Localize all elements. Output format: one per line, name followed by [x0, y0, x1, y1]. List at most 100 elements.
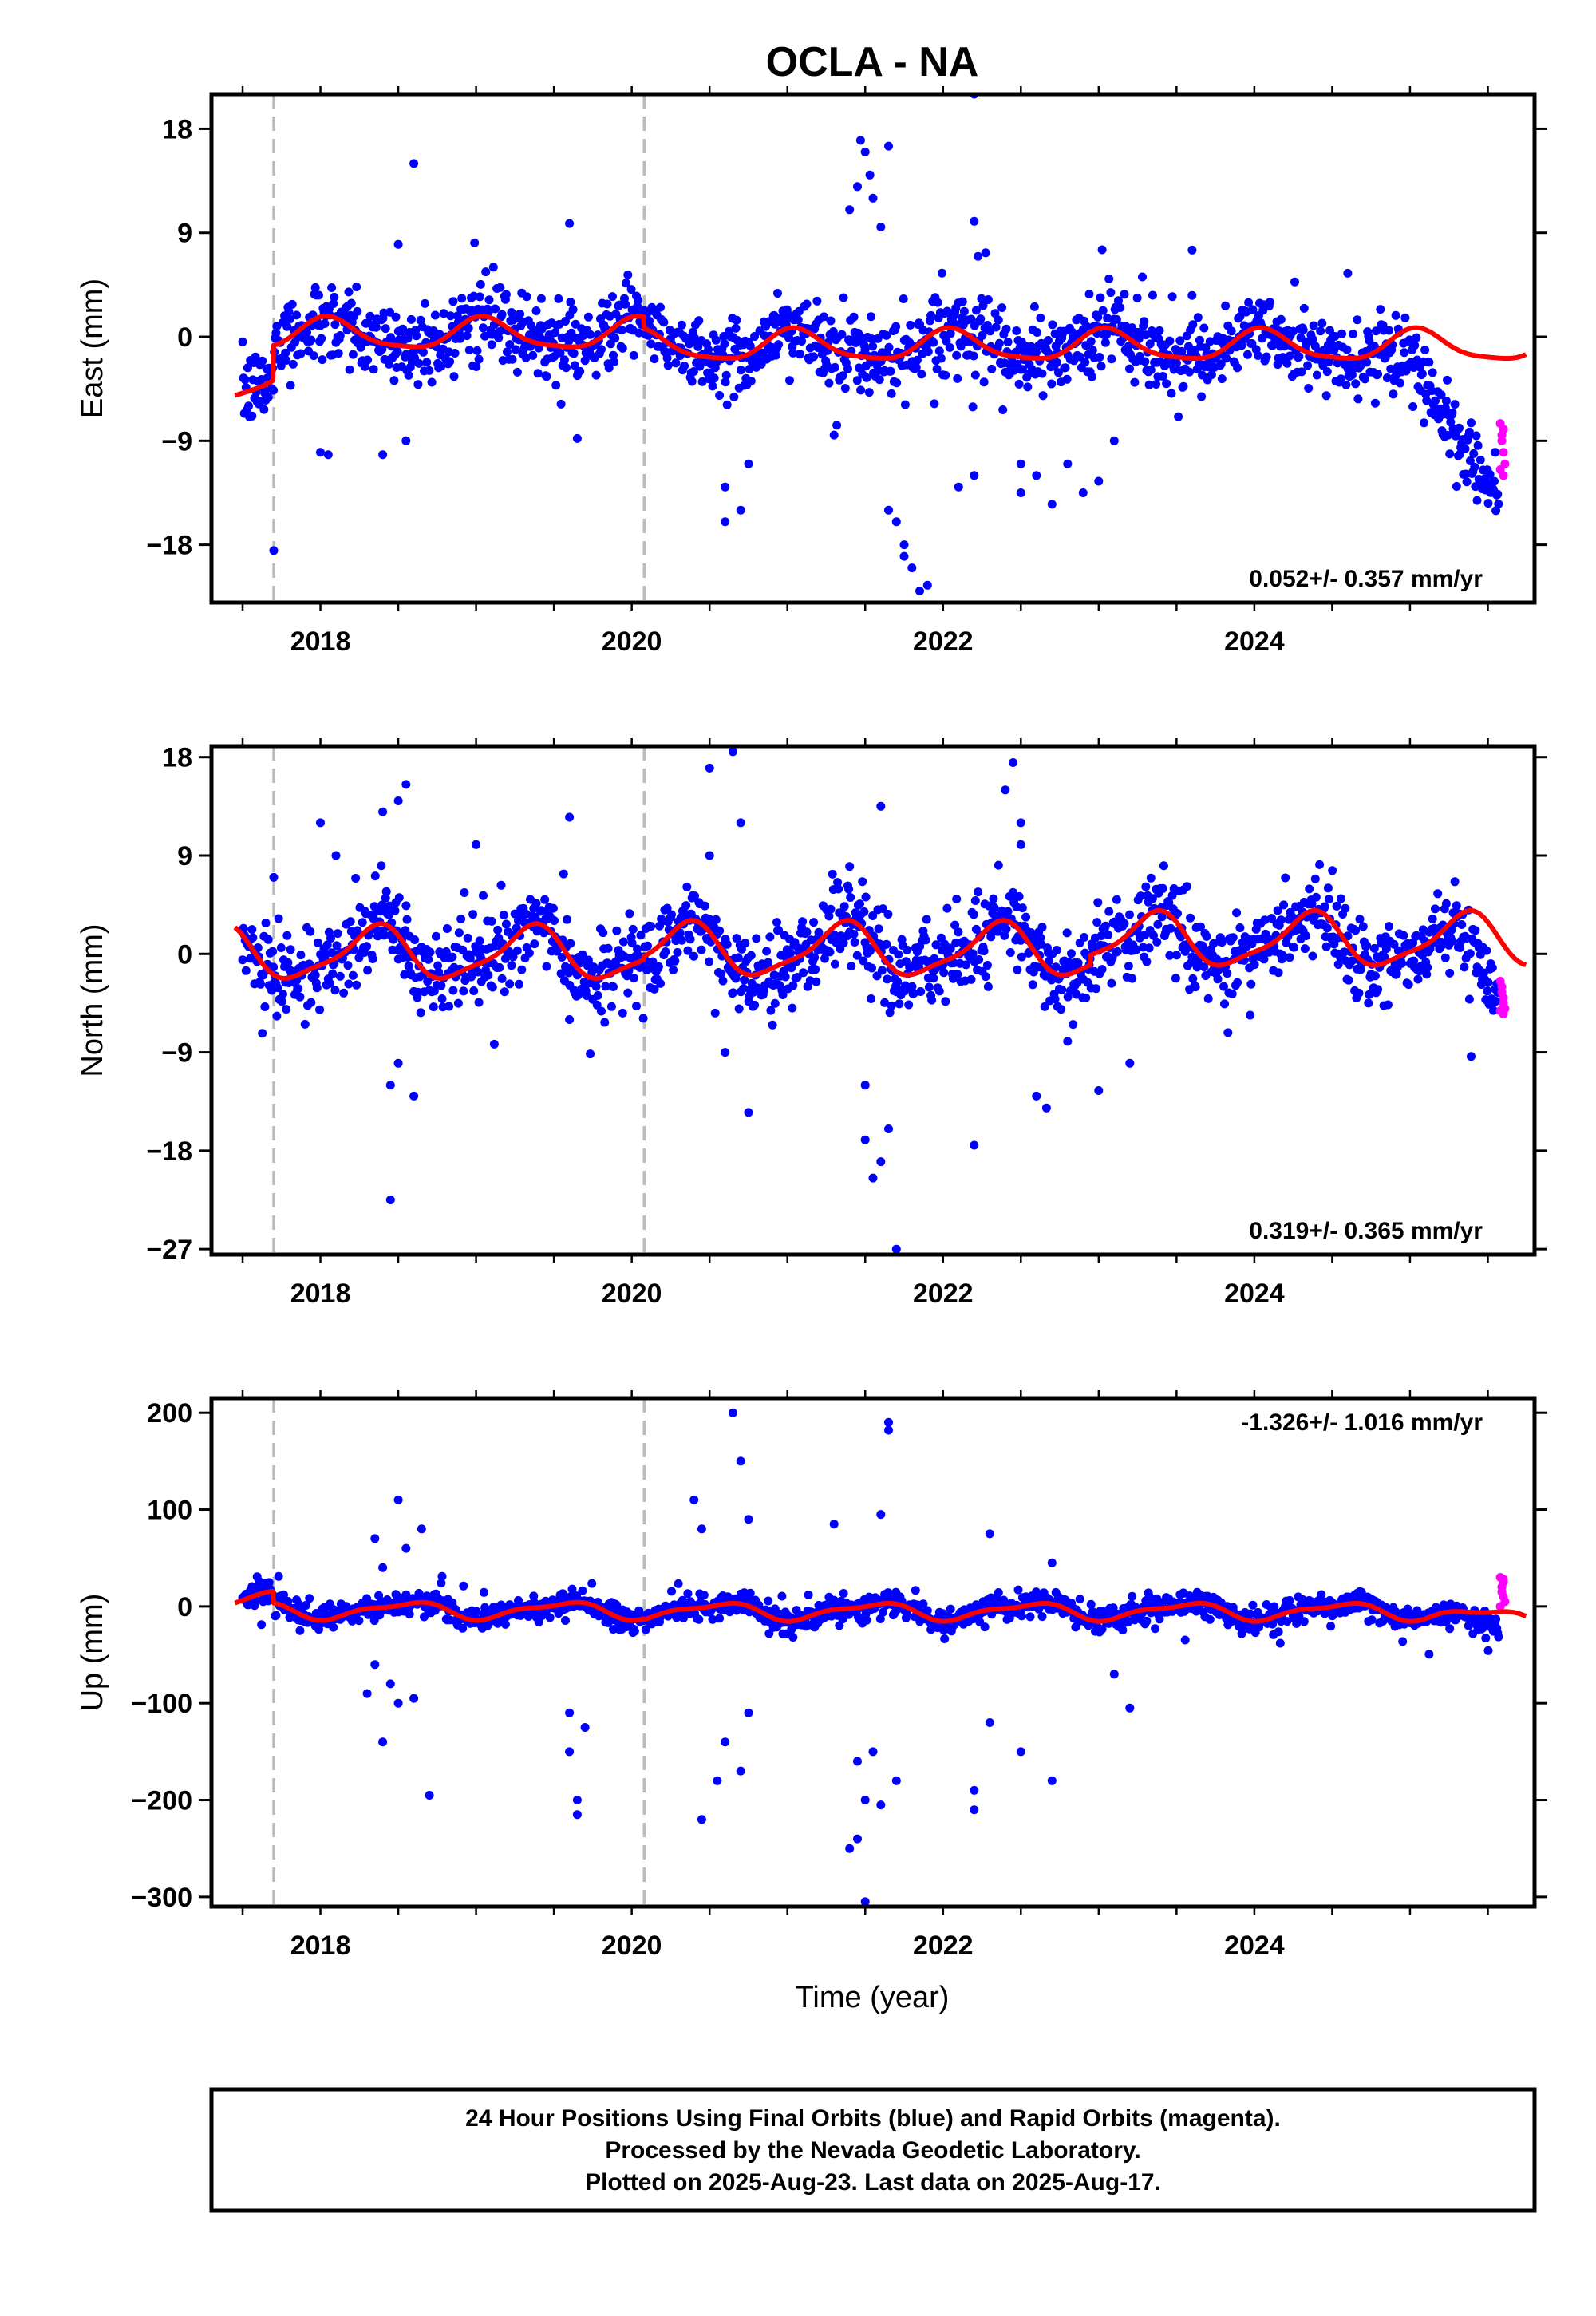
north-final-point-223	[429, 1002, 438, 1012]
up-final-point-78	[305, 1594, 314, 1603]
up-final-point-1467	[1494, 1632, 1503, 1642]
east-outlier-point-12	[721, 482, 730, 492]
north-final-point-88	[313, 938, 322, 947]
east-final-point-324	[516, 310, 525, 318]
north-final-point-932	[1036, 933, 1045, 943]
east-final-point-92	[317, 334, 326, 343]
up-final-point-437	[612, 1600, 622, 1610]
east-final-point-1012	[1104, 274, 1114, 283]
up-y-tick-label-1: −200	[131, 1786, 192, 1816]
east-final-point-999	[1093, 312, 1103, 322]
north-final-point-951	[1052, 946, 1061, 954]
east-final-point-883	[994, 315, 1003, 325]
up-axes-frame	[209, 1396, 1537, 1909]
east-final-point-206	[414, 358, 424, 368]
east-outlier-point-21	[853, 182, 862, 192]
east-final-point-371	[555, 348, 565, 358]
up-final-point-896	[1005, 1614, 1014, 1622]
east-final-point-496	[662, 354, 672, 363]
north-final-point-577	[732, 934, 741, 943]
east-final-point-274	[472, 346, 482, 355]
up-final-point-359	[545, 1613, 555, 1622]
north-final-point-308	[501, 919, 511, 929]
east-final-point-1259	[1316, 326, 1325, 336]
north-final-point-937	[1040, 1002, 1049, 1011]
east-final-point-1023	[1114, 296, 1123, 306]
east-outlier-point-9	[721, 517, 730, 527]
up-outlier-point-30	[884, 1425, 893, 1435]
north-final-point-726	[859, 907, 869, 916]
north-final-point-353	[540, 895, 550, 904]
north-final-point-201	[410, 935, 420, 944]
up-outlier-point-3	[417, 1524, 426, 1534]
north-final-point-765	[893, 977, 903, 986]
east-final-point-787	[911, 362, 921, 372]
up-final-point-786	[911, 1586, 920, 1595]
east-final-point-366	[551, 381, 561, 390]
east-plot-area	[233, 94, 1528, 603]
east-rate-label: 0.052+/- 0.357 mm/yr	[1249, 566, 1483, 592]
north-final-point-167	[381, 893, 390, 903]
east-final-point-720	[854, 363, 863, 373]
north-final-point-802	[924, 982, 934, 992]
east-final-point-1371	[1412, 333, 1421, 342]
east-final-point-961	[1061, 363, 1070, 373]
east-final-point-1357	[1400, 348, 1409, 358]
east-final-point-822	[942, 336, 951, 346]
east-outlier-point-2	[393, 239, 403, 249]
east-final-point-7	[244, 401, 253, 411]
north-final-point-1416	[1450, 877, 1460, 887]
east-final-point-857	[971, 306, 981, 315]
north-final-point-1107	[1186, 913, 1195, 923]
up-final-point-1071	[1155, 1614, 1164, 1624]
up-final-point-340	[529, 1591, 539, 1601]
north-final-point-923	[1028, 980, 1037, 990]
east-final-point-1347	[1391, 310, 1400, 320]
north-final-point-1455	[1483, 978, 1493, 987]
east-final-point-755	[884, 342, 894, 352]
east-final-point-55	[285, 314, 294, 324]
north-final-point-321	[512, 946, 522, 955]
north-final-point-1246	[1305, 884, 1314, 894]
east-final-point-1175	[1244, 298, 1254, 307]
east-outlier-point-6	[316, 448, 325, 457]
east-final-point-208	[416, 315, 425, 325]
north-final-point-1061	[1146, 873, 1156, 883]
north-final-point-1069	[1153, 919, 1163, 929]
north-final-point-1139	[1213, 974, 1223, 984]
up-outlier-point-44	[1047, 1776, 1057, 1785]
north-final-point-102	[325, 978, 334, 988]
north-final-point-1309	[1358, 922, 1368, 931]
north-final-point-827	[946, 944, 955, 954]
up-final-point-557	[715, 1614, 725, 1623]
north-final-point-1250	[1308, 951, 1317, 961]
north-final-point-67	[295, 992, 305, 1002]
east-final-point-52	[282, 322, 292, 331]
up-outlier-point-35	[876, 1800, 886, 1810]
east-outlier-point-3	[565, 219, 575, 228]
east-final-point-1005	[1098, 306, 1108, 315]
east-final-point-1462	[1490, 476, 1499, 486]
east-final-point-1381	[1420, 345, 1430, 354]
north-final-point-155	[370, 871, 380, 881]
north-final-point-685	[824, 911, 834, 921]
up-final-point-800	[922, 1606, 932, 1615]
north-final-point-782	[907, 982, 917, 991]
east-final-point-544	[704, 345, 713, 354]
east-final-point-1407	[1443, 375, 1452, 385]
north-final-point-1228	[1289, 943, 1298, 952]
east-outlier-point-37	[1016, 459, 1025, 468]
north-final-point-721	[855, 899, 864, 909]
up-final-point-1361	[1403, 1604, 1412, 1614]
east-final-point-1093	[1174, 412, 1183, 421]
east-final-point-892	[1001, 324, 1011, 334]
east-final-point-1099	[1179, 381, 1188, 391]
east-final-point-112	[334, 349, 343, 358]
north-final-point-1109	[1187, 952, 1197, 962]
east-final-point-129	[348, 350, 358, 359]
north-final-point-99	[322, 940, 332, 950]
east-final-point-213	[421, 298, 429, 308]
east-final-point-513	[677, 320, 686, 330]
north-final-point-667	[809, 918, 819, 927]
